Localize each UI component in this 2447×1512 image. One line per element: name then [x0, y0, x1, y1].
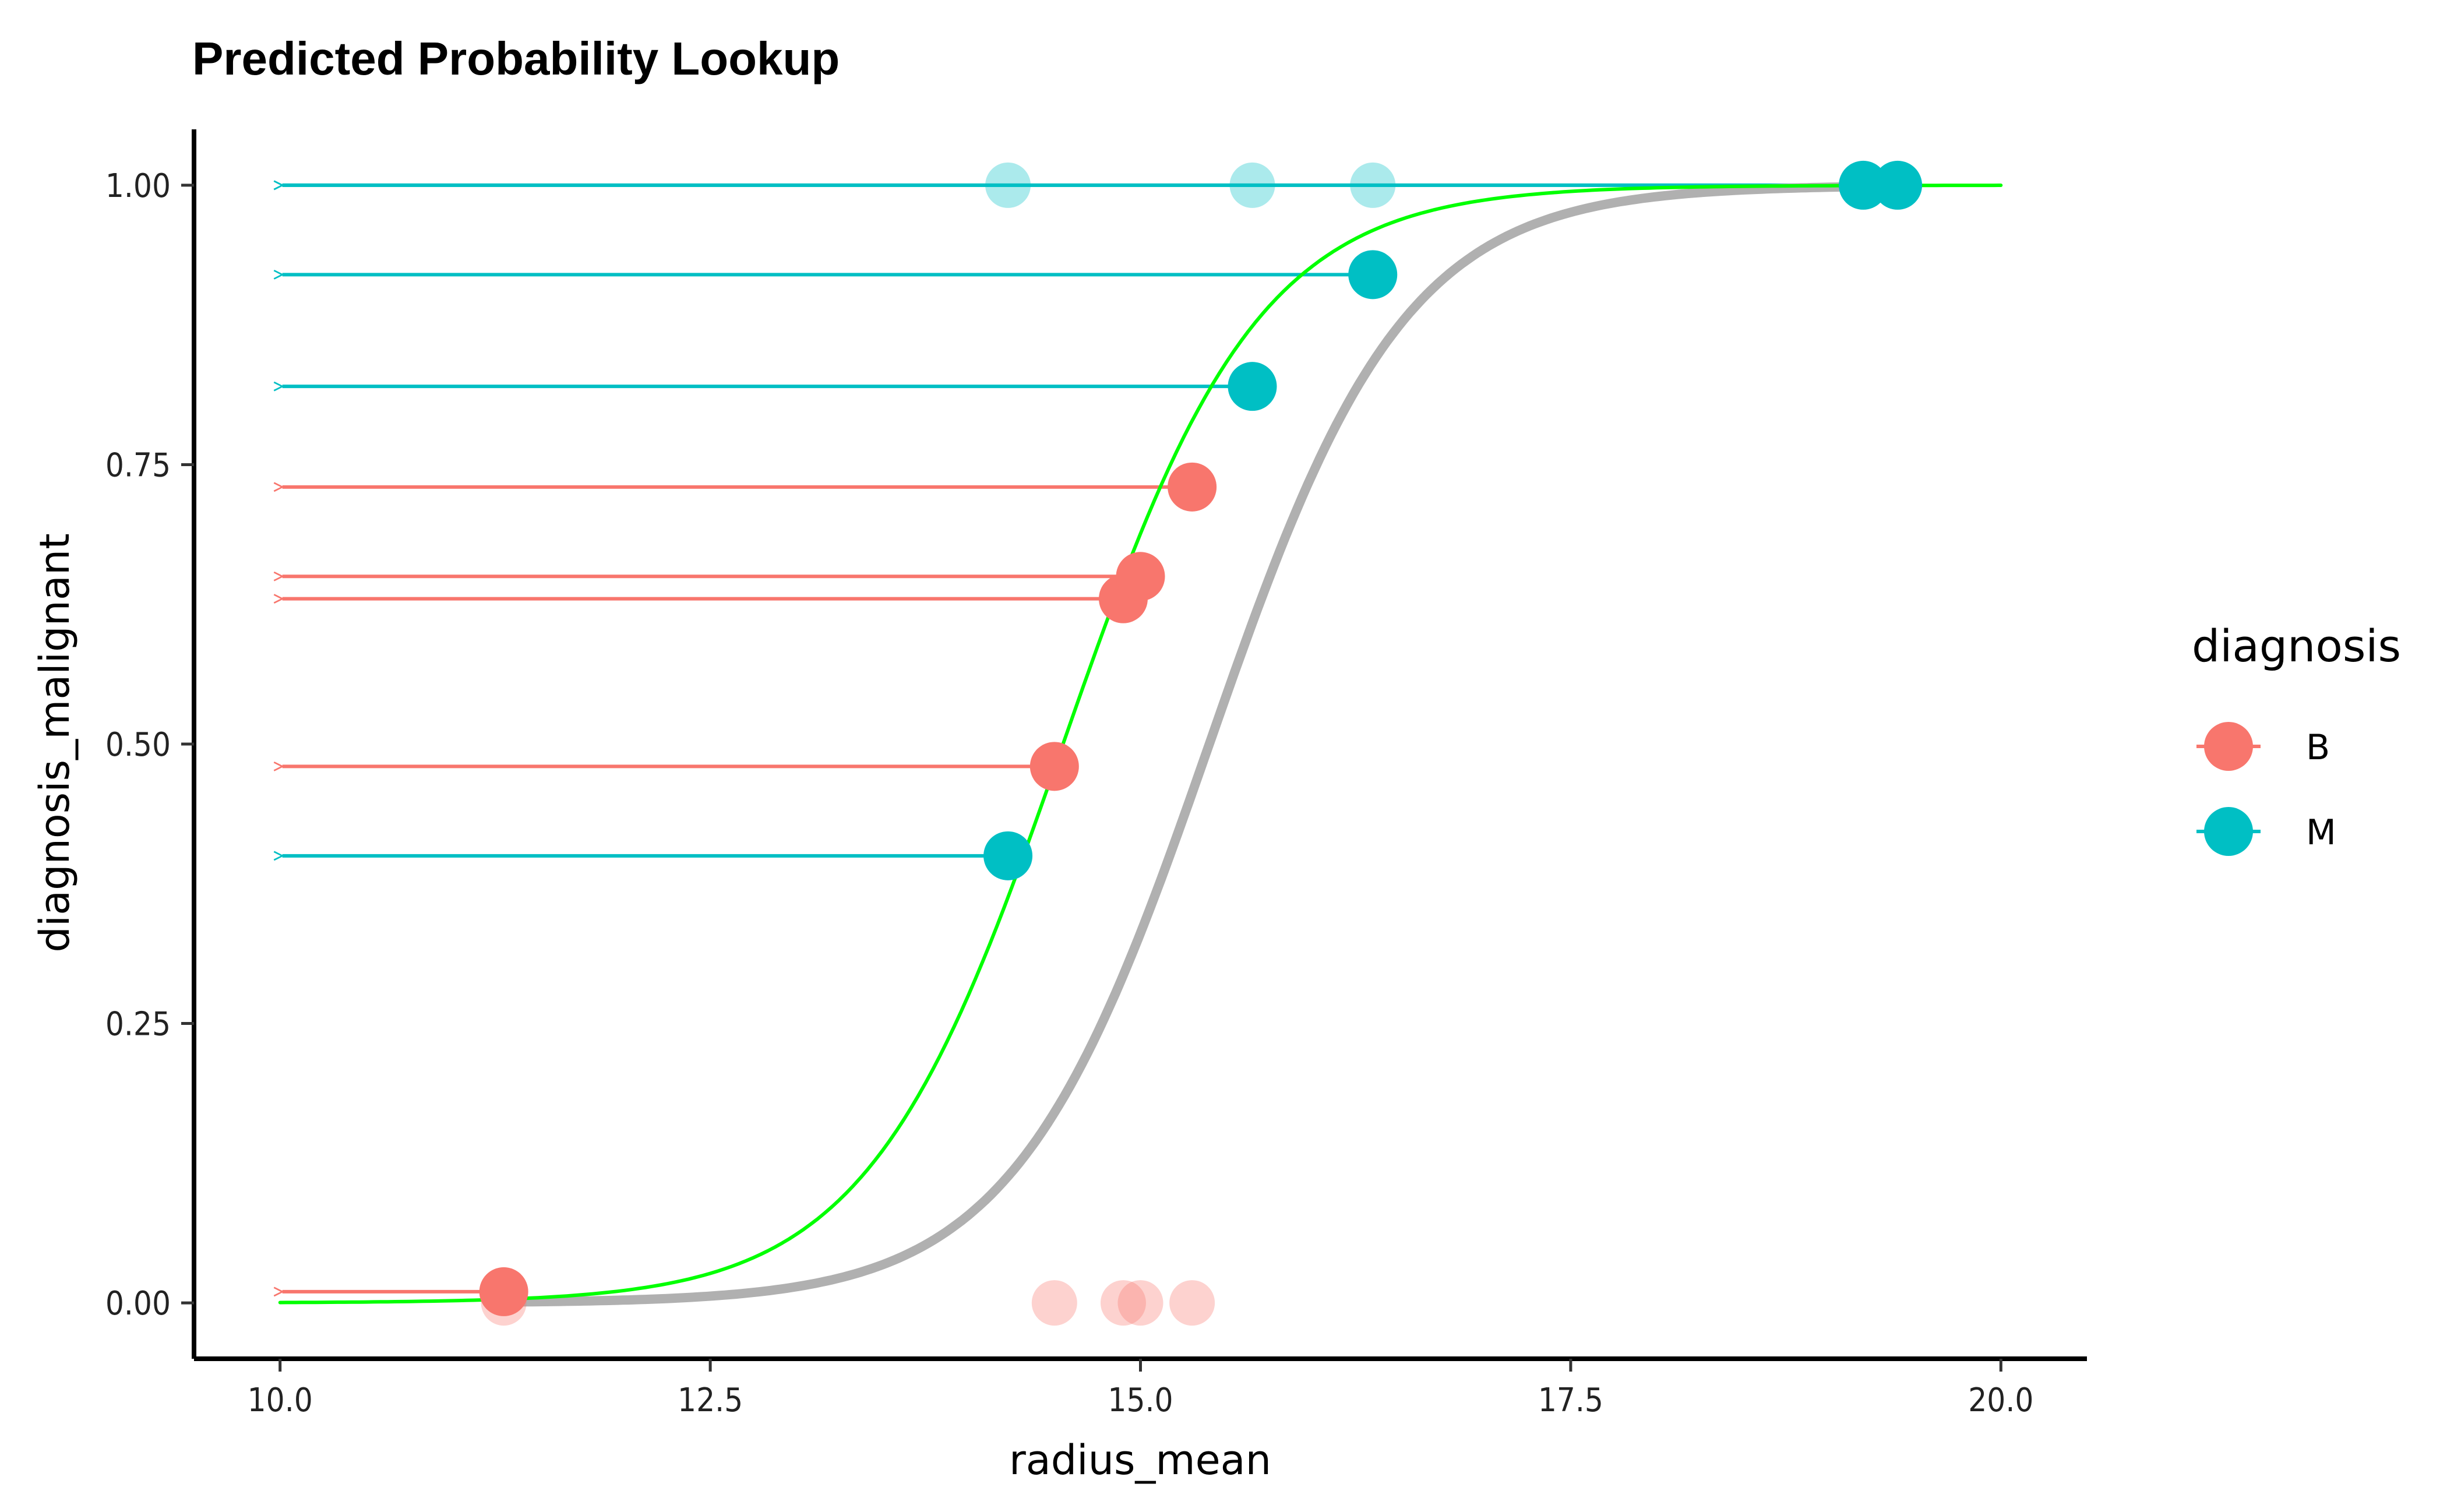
fitted-logistic-curve [278, 184, 2003, 1305]
observed-point-m [985, 162, 1031, 208]
predicted-point-m [1348, 250, 1398, 299]
observed-point-m [1350, 162, 1396, 208]
x-tick-label: 15.0 [1108, 1381, 1173, 1419]
predicted-point-b [479, 1267, 528, 1316]
legend-label: B [2306, 727, 2330, 768]
legend-entries: BM [2196, 722, 2336, 856]
y-axis-title: diagnosis_malignant [31, 533, 79, 952]
y-axis-ticks: 0.00 0.25 0.50 0.75 1.00 [105, 167, 194, 1323]
observed-point-b [1031, 1280, 1077, 1326]
curve-layer [278, 182, 2003, 1307]
predicted-point-m [1228, 362, 1277, 411]
legend: diagnosis BM [2192, 620, 2401, 856]
x-tick-label: 17.5 [1538, 1381, 1603, 1419]
x-axis-ticks: 10.0 12.5 15.0 17.5 20.0 [248, 1359, 2033, 1419]
legend-key-dot [2204, 807, 2253, 856]
y-tick-label: 1.00 [105, 167, 171, 205]
predicted-point-m [1873, 160, 1923, 210]
predicted-point-m [983, 831, 1033, 880]
predicted-point-b [1168, 462, 1217, 512]
predicted-point-m [1839, 160, 1888, 210]
legend-item-b: B [2196, 722, 2330, 771]
y-tick-label: 0.50 [105, 726, 171, 764]
observed-point-m [1229, 162, 1275, 208]
y-tick-label: 0.00 [105, 1285, 171, 1323]
observed-point-b [1169, 1280, 1215, 1326]
observed-point-b [1117, 1280, 1163, 1326]
legend-item-m: M [2196, 807, 2336, 856]
arrow-layer [283, 185, 1898, 1292]
x-tick-label: 20.0 [1968, 1381, 2033, 1419]
predicted-point-b [1116, 552, 1165, 601]
x-tick-label: 12.5 [678, 1381, 743, 1419]
observed-point-b [1100, 1280, 1146, 1326]
chart-title: Predicted Probability Lookup [192, 33, 840, 84]
legend-key-dot [2204, 722, 2253, 771]
point-layer [479, 160, 1923, 1326]
reference-logistic-curve [499, 182, 1868, 1307]
x-tick-label: 10.0 [248, 1381, 313, 1419]
legend-title: diagnosis [2192, 620, 2401, 672]
legend-label: M [2306, 812, 2336, 853]
y-tick-label: 0.25 [105, 1006, 171, 1044]
y-tick-label: 0.75 [105, 446, 171, 484]
predicted-point-b [1029, 742, 1079, 791]
x-axis-title: radius_mean [1009, 1436, 1271, 1484]
